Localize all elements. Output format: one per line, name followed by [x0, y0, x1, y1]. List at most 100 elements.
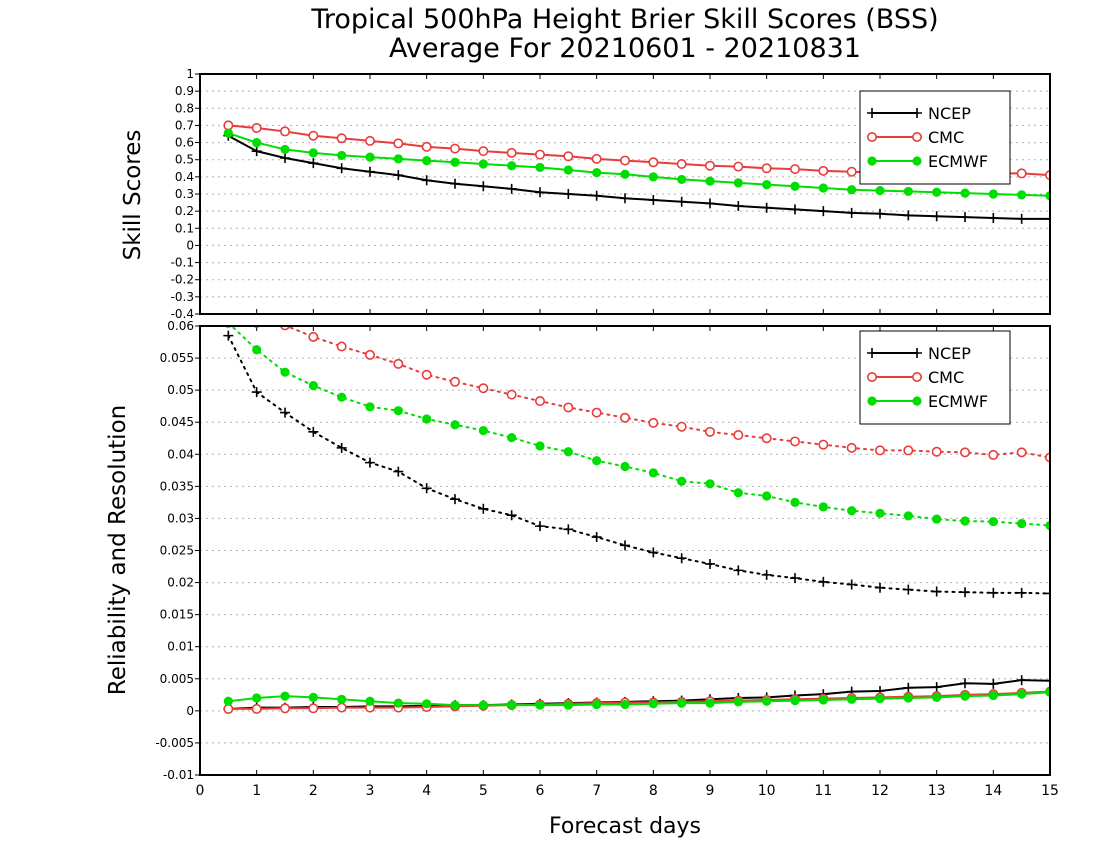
data-point: [733, 565, 744, 576]
data-point: [1017, 518, 1027, 529]
data-point: [648, 468, 658, 478]
data-point: [676, 196, 687, 207]
data-point: [308, 331, 319, 342]
data-point: [365, 152, 375, 162]
data-point: [620, 461, 630, 472]
series-ncep-solid: [223, 130, 1050, 224]
data-point: [336, 442, 347, 453]
data-point: [421, 483, 432, 494]
data-point: [308, 158, 319, 169]
data-point: [1017, 689, 1027, 699]
data-point: [903, 210, 914, 221]
data-point: [365, 457, 375, 468]
data-point: [704, 160, 715, 171]
data-point: [932, 187, 942, 197]
y-tick-label: -0.01: [163, 768, 194, 782]
data-point: [761, 163, 772, 174]
panel-frame: [199, 325, 1051, 776]
x-axis-label: Forecast days: [549, 814, 701, 839]
data-point: [960, 691, 970, 701]
data-point: [336, 341, 347, 352]
data-point: [478, 425, 488, 436]
series-ecmwf-dotted: [225, 326, 1050, 531]
data-point: [1045, 520, 1050, 531]
data-point: [903, 186, 913, 197]
data-point: [449, 376, 460, 387]
legend-marker: [911, 371, 922, 382]
data-point: [1016, 675, 1027, 686]
plot-area: [223, 120, 1050, 224]
series-cmc-solid: [223, 120, 1050, 181]
legend: NCEP CMC ECMWF: [859, 90, 1011, 185]
series-ecmwf-solid: [223, 687, 1050, 710]
data-point: [988, 517, 998, 527]
data-point: [818, 206, 829, 217]
legend-marker: [912, 108, 922, 118]
data-point: [931, 682, 942, 693]
data-point: [393, 154, 403, 164]
data-point: [761, 569, 772, 580]
data-point: [648, 172, 658, 182]
legend: NCEP CMC ECMWF: [859, 330, 1011, 425]
data-point: [988, 213, 999, 223]
data-point: [393, 698, 403, 708]
data-point: [279, 703, 290, 714]
data-point: [733, 161, 744, 172]
data-point: [875, 208, 885, 219]
data-point: [506, 147, 517, 158]
data-point: [875, 694, 885, 704]
data-point: [960, 188, 970, 198]
legend-label-ncep: NCEP: [928, 344, 971, 363]
data-point: [988, 587, 999, 598]
data-point: [308, 130, 319, 141]
data-point: [280, 407, 290, 418]
data-point: [563, 700, 573, 710]
data-point: [1016, 168, 1027, 179]
data-point: [422, 155, 432, 166]
data-point: [789, 436, 800, 447]
chart-subtitle: Average For 20210601 - 20210831: [389, 33, 861, 64]
y-tick-label: 0.7: [175, 118, 194, 132]
data-point: [733, 178, 743, 188]
data-point: [591, 190, 602, 201]
y-tick-label: 0: [186, 238, 194, 252]
data-point: [620, 540, 630, 551]
data-point: [874, 445, 885, 456]
data-point: [818, 695, 828, 705]
bottom-panel-reliability-resolution: -0.01 -0.005 0 0.005 0.01 0.015 0.02 0.025 0.03 0…: [155, 319, 1059, 799]
data-point: [960, 516, 970, 526]
data-point: [365, 402, 375, 412]
data-point: [789, 164, 800, 175]
data-point: [365, 166, 375, 177]
y-tick-label: 0.03: [167, 511, 194, 525]
legend-label-cmc: CMC: [928, 128, 964, 147]
data-point: [620, 699, 630, 710]
data-point: [563, 189, 574, 199]
data-point: [393, 406, 403, 416]
y-tick-label: 0.9: [175, 84, 194, 98]
series-line: [230, 326, 1050, 527]
legend-marker: [912, 396, 922, 406]
data-point: [223, 128, 233, 138]
legend-label-ecmwf: ECMWF: [928, 152, 988, 171]
y-tick-label: 0.02: [167, 576, 194, 590]
data-point: [988, 189, 998, 199]
data-point: [422, 699, 432, 709]
data-point: [450, 178, 460, 189]
x-tick-label: 11: [814, 783, 832, 799]
data-point: [308, 381, 318, 391]
data-point: [336, 702, 347, 713]
legend-marker: [867, 348, 877, 358]
data-point: [875, 508, 885, 518]
data-point: [563, 151, 574, 162]
data-point: [790, 181, 800, 191]
data-point: [988, 449, 999, 460]
data-point: [337, 694, 347, 704]
data-point: [733, 430, 744, 441]
data-point: [535, 700, 545, 710]
data-point: [790, 695, 800, 706]
data-point: [252, 137, 262, 148]
x-tick-label: 6: [536, 783, 545, 799]
legend-marker: [866, 132, 877, 143]
